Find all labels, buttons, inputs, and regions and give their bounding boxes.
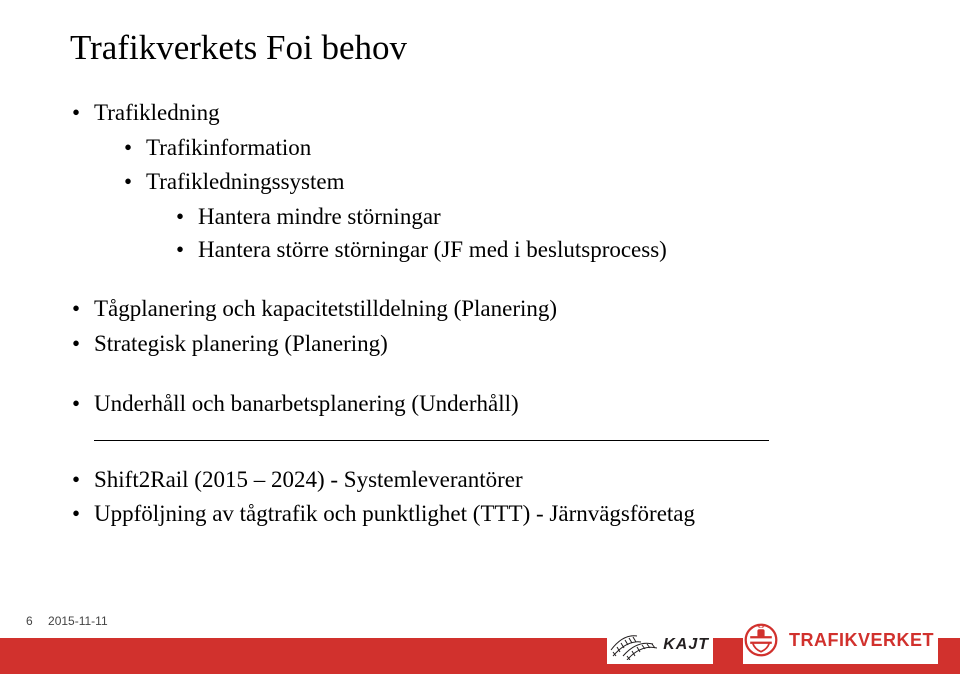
trafikverket-logo-text: TRAFIKVERKET — [789, 630, 934, 651]
footer-date: 2015-11-11 — [48, 614, 108, 628]
slide-content: Trafikverkets Foi behov Trafikledning Tr… — [0, 0, 960, 532]
list-item: Trafikledningssystem Hantera mindre stör… — [146, 165, 890, 266]
footer-logos: KAJT TRAFIKVERKET — [607, 614, 938, 664]
list-item: Tågplanering och kapacitetstilldelning (… — [94, 292, 890, 327]
divider — [94, 440, 769, 441]
bullet-list-lvl2: Trafikinformation Trafikledningssystem H… — [94, 131, 890, 267]
bullet-list: Shift2Rail (2015 – 2024) - Systemleveran… — [70, 463, 890, 532]
footer-meta: 6 2015-11-11 — [26, 614, 108, 628]
kajt-logo: KAJT — [607, 626, 713, 664]
list-item-label: Trafikledning — [94, 100, 220, 125]
list-item: Trafikinformation — [146, 131, 890, 166]
bullet-list-lvl3: Hantera mindre störningar Hantera större… — [146, 200, 890, 267]
bullet-list: Tågplanering och kapacitetstilldelning (… — [70, 292, 890, 361]
bullet-list: Trafikledning Trafikinformation Trafikle… — [70, 96, 890, 266]
trafikverket-logo: TRAFIKVERKET — [743, 620, 938, 664]
kajt-logo-text: KAJT — [663, 636, 709, 654]
list-item: Strategisk planering (Planering) — [94, 327, 890, 362]
slide-footer: 6 2015-11-11 — [0, 616, 960, 674]
page-number: 6 — [26, 614, 33, 628]
slide: Trafikverkets Foi behov Trafikledning Tr… — [0, 0, 960, 674]
list-item-label: Trafikledningssystem — [146, 169, 345, 194]
list-item: Hantera större störningar (JF med i besl… — [198, 233, 890, 266]
list-item: Uppföljning av tågtrafik och punktlighet… — [94, 497, 890, 532]
list-item: Trafikledning Trafikinformation Trafikle… — [94, 96, 890, 266]
list-item: Underhåll och banarbetsplanering (Underh… — [94, 387, 890, 422]
trafikverket-icon — [743, 622, 779, 658]
bullet-list: Underhåll och banarbetsplanering (Underh… — [70, 387, 890, 422]
list-item: Shift2Rail (2015 – 2024) - Systemleveran… — [94, 463, 890, 498]
list-item: Hantera mindre störningar — [198, 200, 890, 233]
kajt-tracks-icon — [609, 630, 657, 660]
slide-title: Trafikverkets Foi behov — [70, 28, 890, 68]
